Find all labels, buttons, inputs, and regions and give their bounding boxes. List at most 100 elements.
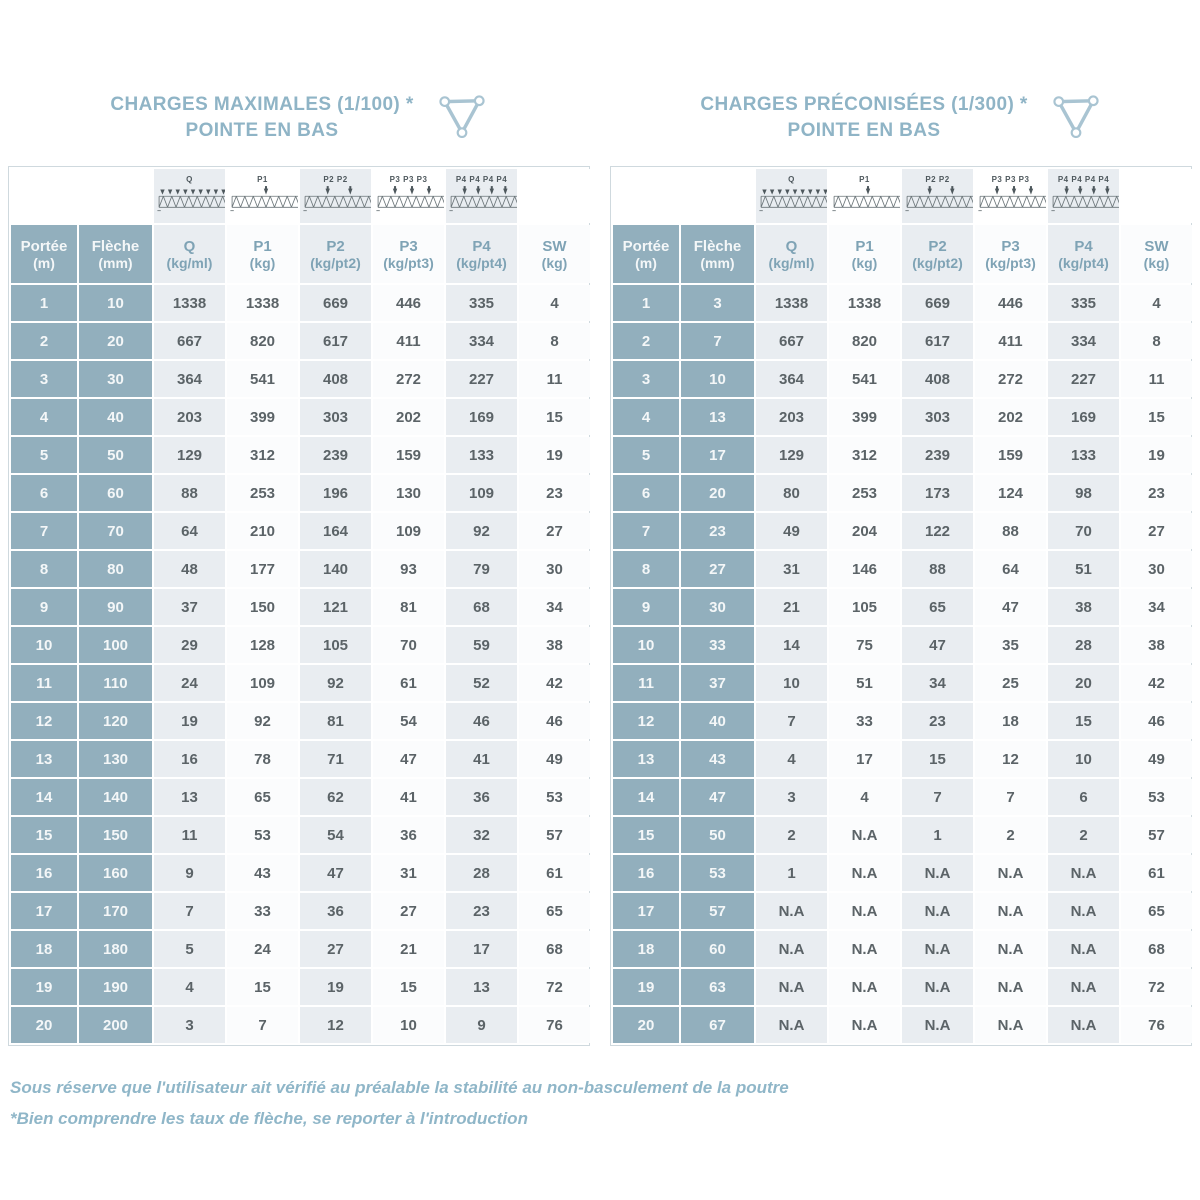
fleche-cell: 160 <box>79 855 152 891</box>
value-cell: 4 <box>756 741 827 777</box>
load-case-icon-p3: P3 P3 P3 <box>373 169 444 223</box>
value-cell: 335 <box>1048 285 1119 321</box>
value-cell: 81 <box>300 703 371 739</box>
load-case-label: P4 P4 P4 P4 <box>455 175 508 184</box>
value-cell: 68 <box>1121 931 1192 967</box>
value-cell: 105 <box>829 589 900 625</box>
panel-title: CHARGES MAXIMALES (1/100) * POINTE EN BA… <box>110 92 413 144</box>
portee-cell: 5 <box>11 437 77 473</box>
value-cell: 667 <box>756 323 827 359</box>
value-cell: 28 <box>446 855 517 891</box>
portee-cell: 15 <box>11 817 77 853</box>
value-cell: N.A <box>1048 855 1119 891</box>
column-name: P2 <box>326 237 345 255</box>
column-header-p4: P4 (kg/pt4) <box>446 225 517 283</box>
value-cell: 29 <box>154 627 225 663</box>
value-cell: 52 <box>446 665 517 701</box>
footnote-fleche: *Bien comprendre les taux de flèche, se … <box>10 1109 528 1128</box>
table-row: 3 10 364 541 408 272 227 11 <box>613 361 1192 397</box>
value-cell: N.A <box>829 931 900 967</box>
value-cell: 98 <box>1048 475 1119 511</box>
value-cell: 25 <box>975 665 1046 701</box>
portee-cell: 7 <box>613 513 679 549</box>
value-cell: 32 <box>446 817 517 853</box>
value-cell: 7 <box>975 779 1046 815</box>
value-cell: N.A <box>829 893 900 929</box>
column-unit: (kg) <box>541 254 568 271</box>
value-cell: 21 <box>373 931 444 967</box>
value-cell: 92 <box>227 703 298 739</box>
portee-cell: 20 <box>11 1007 77 1043</box>
column-header-p1: P1 (kg) <box>227 225 298 283</box>
fleche-cell: 13 <box>681 399 754 435</box>
fleche-cell: 47 <box>681 779 754 815</box>
value-cell: 24 <box>227 931 298 967</box>
value-cell: 78 <box>227 741 298 777</box>
fleche-cell: 7 <box>681 323 754 359</box>
column-unit: (kg) <box>851 254 878 271</box>
table-row: 4 40 203 399 303 202 169 15 <box>11 399 590 435</box>
load-case-label: Q <box>186 175 193 184</box>
value-cell: N.A <box>756 893 827 929</box>
value-cell: 2 <box>1048 817 1119 853</box>
table-row: 17 57 N.A N.A N.A N.A N.A 65 <box>613 893 1192 929</box>
value-cell: 8 <box>519 323 590 359</box>
value-cell: 13 <box>446 969 517 1005</box>
value-cell: 47 <box>975 589 1046 625</box>
fleche-cell: 43 <box>681 741 754 777</box>
column-unit: (kg/pt2) <box>912 254 963 271</box>
fleche-cell: 150 <box>79 817 152 853</box>
footnote-stability: Sous réserve que l'utilisateur ait vérif… <box>10 1078 789 1097</box>
portee-cell: 12 <box>613 703 679 739</box>
value-cell: 15 <box>1048 703 1119 739</box>
value-cell: 202 <box>373 399 444 435</box>
table-frame: Q P1 P2 P2 P3 P3 P3 P4 P4 P4 P4 Portée (m) Flèc… <box>8 166 590 1046</box>
value-cell: 19 <box>1121 437 1192 473</box>
column-unit: (m) <box>33 254 55 271</box>
empty-header-cell <box>11 169 77 223</box>
value-cell: N.A <box>829 817 900 853</box>
value-cell: 42 <box>1121 665 1192 701</box>
column-header-row: Portée (m) Flèche (mm) Q (kg/ml) P1 (kg) P2 (kg/p… <box>613 225 1192 283</box>
value-cell: 4 <box>519 285 590 321</box>
fleche-cell: 100 <box>79 627 152 663</box>
value-cell: 1338 <box>829 285 900 321</box>
portee-cell: 20 <box>613 1007 679 1043</box>
column-header-portee: Portée (m) <box>11 225 77 283</box>
value-cell: 12 <box>300 1007 371 1043</box>
load-case-label: P1 <box>257 175 268 184</box>
value-cell: 34 <box>1121 589 1192 625</box>
value-cell: 820 <box>227 323 298 359</box>
table-row: 14 47 3 4 7 7 6 53 <box>613 779 1192 815</box>
value-cell: 9 <box>154 855 225 891</box>
portee-cell: 12 <box>11 703 77 739</box>
value-cell: 109 <box>373 513 444 549</box>
value-cell: 164 <box>300 513 371 549</box>
value-cell: 196 <box>300 475 371 511</box>
value-cell: 312 <box>227 437 298 473</box>
value-cell: 68 <box>446 589 517 625</box>
panel-title: CHARGES PRÉCONISÉES (1/300) * POINTE EN … <box>700 92 1027 144</box>
column-unit: (kg/pt3) <box>383 254 434 271</box>
column-header-sw: SW (kg) <box>519 225 590 283</box>
empty-header-cell <box>613 169 679 223</box>
value-cell: 272 <box>373 361 444 397</box>
column-name: P1 <box>253 237 272 255</box>
value-cell: 53 <box>519 779 590 815</box>
value-cell: 159 <box>975 437 1046 473</box>
value-cell: N.A <box>829 1007 900 1043</box>
fleche-cell: 190 <box>79 969 152 1005</box>
value-cell: 1 <box>902 817 973 853</box>
value-cell: 2 <box>756 817 827 853</box>
table-row: 15 150 11 53 54 36 32 57 <box>11 817 590 853</box>
value-cell: 399 <box>829 399 900 435</box>
value-cell: 27 <box>300 931 371 967</box>
portee-cell: 14 <box>613 779 679 815</box>
value-cell: 210 <box>227 513 298 549</box>
value-cell: 88 <box>154 475 225 511</box>
value-cell: 59 <box>446 627 517 663</box>
fleche-cell: 53 <box>681 855 754 891</box>
fleche-cell: 30 <box>79 361 152 397</box>
value-cell: N.A <box>756 969 827 1005</box>
value-cell: 53 <box>227 817 298 853</box>
